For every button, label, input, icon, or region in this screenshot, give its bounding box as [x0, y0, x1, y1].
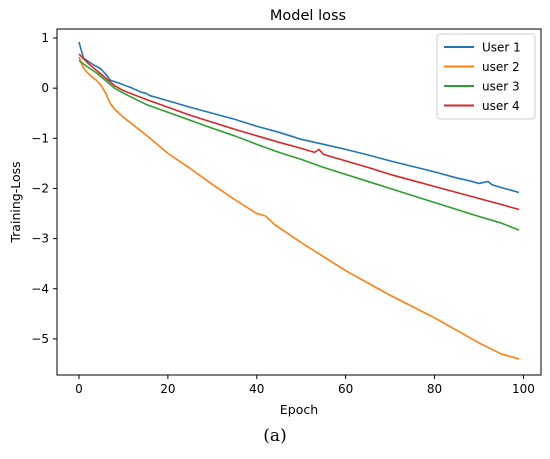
y-tick-label: 0: [41, 81, 49, 95]
legend-label-4: user 4: [482, 99, 520, 113]
series-line-4: [78, 53, 520, 211]
legend-label-2: user 2: [482, 60, 520, 74]
y-tick-label: −1: [31, 131, 49, 145]
legend-label-1: User 1: [482, 41, 521, 55]
y-tick-label: −2: [31, 181, 49, 195]
y-axis-ticks: 1 0 −1 −2 −3 −4 −5: [31, 31, 57, 346]
y-axis-label: Training-Loss: [8, 161, 23, 243]
x-tick-label: 20: [160, 382, 175, 396]
chart-title: Model loss: [270, 8, 346, 24]
x-tick-label: 60: [338, 382, 353, 396]
series-line-2: [78, 56, 520, 360]
series-line-3: [78, 59, 520, 231]
plot-frame: [56, 28, 542, 376]
legend: User 1 user 2 user 3 user 4: [436, 33, 536, 120]
y-tick-label: −5: [31, 332, 49, 346]
y-tick-label: −4: [31, 282, 49, 296]
x-tick-label: 100: [512, 382, 535, 396]
loss-chart: Model loss 0 20 40 60 80 100 1 0 −1 −2 −3 −4 −5 Epo…: [8, 8, 542, 417]
x-axis-label: Epoch: [280, 402, 318, 417]
x-tick-label: 0: [75, 382, 83, 396]
legend-label-3: user 3: [482, 80, 520, 94]
x-axis-ticks: 0 20 40 60 80 100: [75, 375, 535, 396]
legend-box: [436, 33, 536, 120]
y-tick-label: −3: [31, 232, 49, 246]
x-tick-label: 80: [427, 382, 442, 396]
figure-caption: (a): [263, 426, 287, 446]
y-tick-label: 1: [41, 31, 49, 45]
plot-lines: [78, 41, 520, 360]
x-tick-label: 40: [249, 382, 264, 396]
series-line-1: [78, 41, 520, 194]
